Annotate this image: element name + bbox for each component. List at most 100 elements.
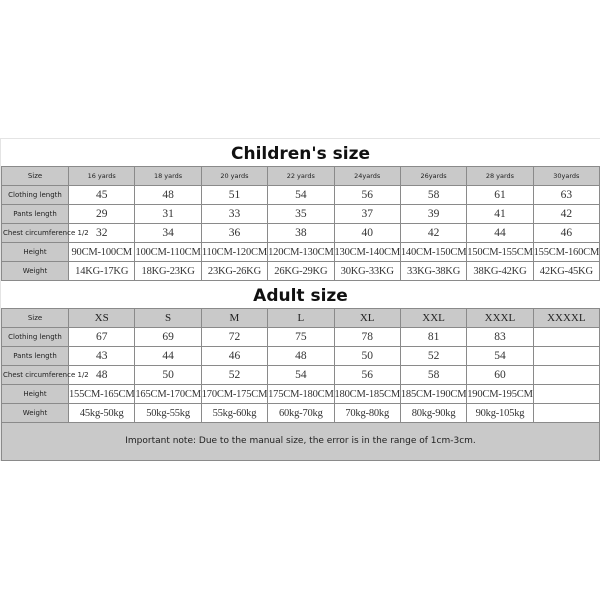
- table-cell: 58: [399, 365, 468, 385]
- row-label: Pants length: [1, 204, 69, 224]
- table-cell: 42: [399, 223, 468, 243]
- table-cell: 44: [466, 223, 534, 243]
- row-label: Pants length: [1, 346, 69, 366]
- table-cell: 80kg-90kg: [399, 403, 468, 423]
- table-cell: 150CM-155CM: [466, 242, 534, 262]
- table-cell: 67: [67, 327, 136, 347]
- table-cell: 52: [200, 365, 269, 385]
- table-cell: 38: [267, 223, 335, 243]
- table-cell: 180CM-185CM: [333, 384, 401, 404]
- row-label: Clothing length: [1, 327, 69, 347]
- table-cell: 175CM-180CM: [267, 384, 335, 404]
- table-cell: 51: [200, 185, 269, 205]
- table-row: Clothing length 67 69 72 75 78 81 83: [1, 327, 600, 347]
- table-cell: 18KG-23KG: [134, 261, 202, 281]
- table-cell: 75: [267, 327, 335, 347]
- table-cell: 50: [333, 346, 401, 366]
- table-row: Weight 14KG-17KG 18KG-23KG 23KG-26KG 26KG-29…: [1, 261, 600, 281]
- row-label: Chest circumference 1/2: [1, 223, 89, 243]
- table-cell: 69: [134, 327, 202, 347]
- table-cell: 35: [267, 204, 335, 224]
- adult-size-table: Size XS S M L XL XXL XXXL XXXXL Clothing length 67…: [1, 308, 600, 423]
- table-cell: 190CM-195CM: [466, 384, 534, 404]
- children-size-title: Children's size: [230, 144, 371, 164]
- table-cell: 36: [200, 223, 269, 243]
- table-cell: 185CM-190CM: [399, 384, 468, 404]
- important-note: Important note: Due to the manual size, …: [1, 423, 600, 461]
- size-header-row: Size XS S M L XL XXL XXXL XXXXL: [1, 308, 600, 328]
- table-row: Weight 45kg-50kg 50kg-55kg 55kg-60kg 60kg-70…: [1, 403, 600, 423]
- table-cell: 81: [399, 327, 468, 347]
- size-header-cell: XS: [67, 308, 136, 328]
- table-cell: 38KG-42KG: [466, 261, 534, 281]
- table-cell: 155CM-160CM: [532, 242, 600, 262]
- table-cell: 33KG-38KG: [399, 261, 468, 281]
- adult-size-title: Adult size: [253, 286, 348, 306]
- table-cell: 26KG-29KG: [267, 261, 335, 281]
- table-cell: 60: [466, 365, 534, 385]
- size-header-cell: L: [267, 308, 335, 328]
- table-cell: 54: [267, 365, 335, 385]
- table-cell: 90kg-105kg: [466, 403, 534, 423]
- table-cell: 56: [333, 185, 401, 205]
- table-cell: 32: [67, 223, 136, 243]
- table-cell: 78: [333, 327, 401, 347]
- table-cell: 52: [399, 346, 468, 366]
- table-cell: 56: [333, 365, 401, 385]
- row-label: Chest circumference 1/2: [1, 365, 89, 385]
- table-cell: 31: [134, 204, 202, 224]
- table-cell: 54: [466, 346, 534, 366]
- table-cell: 110CM-120CM: [200, 242, 269, 262]
- table-row: Pants length 29 31 33 35 37 39 41 42: [1, 204, 600, 224]
- table-cell: 60kg-70kg: [267, 403, 335, 423]
- table-cell: 130CM-140CM: [333, 242, 401, 262]
- row-label: Clothing length: [1, 185, 69, 205]
- table-cell: 14KG-17KG: [67, 261, 136, 281]
- size-header-cell: XL: [333, 308, 401, 328]
- row-label: Size: [1, 166, 69, 186]
- size-header-row: Size 16 yards 18 yards 20 yards 22 yards 24ya…: [1, 166, 600, 186]
- table-cell: 70kg-80kg: [333, 403, 401, 423]
- table-cell: [532, 403, 600, 423]
- table-row: Clothing length 45 48 51 54 56 58 61 63: [1, 185, 600, 205]
- table-cell: 37: [333, 204, 401, 224]
- table-row: Height 155CM-165CM 165CM-170CM 170CM-175CM 1…: [1, 384, 600, 404]
- table-cell: 43: [67, 346, 136, 366]
- table-cell: 40: [333, 223, 401, 243]
- table-row: Pants length 43 44 46 48 50 52 54: [1, 346, 600, 366]
- table-cell: [532, 327, 600, 347]
- size-chart: Children's size Size 16 yards 18 yards 20 y…: [0, 138, 600, 461]
- table-cell: 34: [134, 223, 202, 243]
- table-cell: 90CM-100CM: [67, 242, 136, 262]
- table-cell: 55kg-60kg: [200, 403, 269, 423]
- row-label: Size: [1, 308, 69, 328]
- table-cell: 48: [267, 346, 335, 366]
- table-cell: 45: [67, 185, 136, 205]
- table-cell: 48: [134, 185, 202, 205]
- row-label: Weight: [1, 403, 69, 423]
- table-cell: 30KG-33KG: [333, 261, 401, 281]
- table-cell: [532, 346, 600, 366]
- size-header-cell: 28 yards: [466, 166, 534, 186]
- table-cell: 58: [399, 185, 468, 205]
- table-cell: 33: [200, 204, 269, 224]
- size-header-cell: S: [134, 308, 202, 328]
- table-cell: 100CM-110CM: [134, 242, 202, 262]
- table-cell: 50kg-55kg: [134, 403, 202, 423]
- table-cell: 41: [466, 204, 534, 224]
- table-cell: 165CM-170CM: [134, 384, 202, 404]
- size-header-cell: 30yards: [532, 166, 600, 186]
- table-cell: 42KG-45KG: [532, 261, 600, 281]
- size-header-cell: XXXXL: [532, 308, 600, 328]
- table-cell: 29: [67, 204, 136, 224]
- row-label: Height: [1, 384, 69, 404]
- table-cell: 46: [200, 346, 269, 366]
- table-cell: [532, 365, 600, 385]
- size-header-cell: 18 yards: [134, 166, 202, 186]
- table-cell: 72: [200, 327, 269, 347]
- table-cell: 39: [399, 204, 468, 224]
- size-header-cell: XXXL: [466, 308, 534, 328]
- size-header-cell: 24yards: [333, 166, 401, 186]
- row-label: Weight: [1, 261, 69, 281]
- size-header-cell: 16 yards: [67, 166, 136, 186]
